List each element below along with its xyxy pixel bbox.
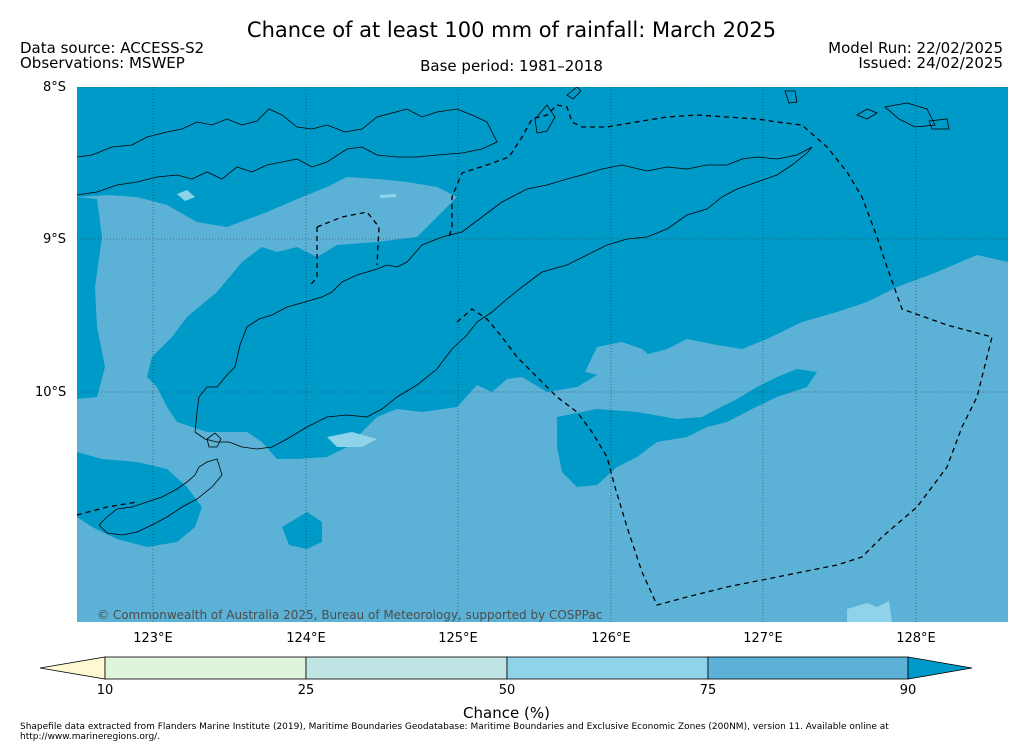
colorbar-below-10 [39,656,106,680]
zone-90-west-strip [77,197,105,399]
lon-label-124e: 124°E [286,631,326,646]
lat-label-9s: 9°S [43,232,67,247]
map-title: Chance of at least 100 mm of rainfall: M… [246,18,777,42]
lat-label-10s: 10°S [35,385,67,400]
lon-label-125e: 125°E [438,631,478,646]
zone-90-east-lobe [557,369,817,487]
coast-islet-1 [784,90,798,104]
lat-label-8s: 8°S [43,80,67,95]
footnote: Shapefile data extracted from Flanders M… [20,722,889,742]
coastlines [77,87,950,536]
coast-timor [194,146,813,450]
lon-label-127e: 127°E [743,631,783,646]
colorbar-10-25 [104,656,307,680]
eez-oecusse-west [308,227,318,288]
eez-boundaries [77,104,993,606]
coast-wetar-flores [77,108,498,196]
zone-50-75-patch-2 [177,190,195,201]
eez-southwest [77,501,138,516]
colorbar-75-90 [707,656,909,680]
colorbar-label: Chance (%) [463,704,550,722]
colorbar-tick-25: 25 [297,683,315,698]
lon-label-123e: 123°E [133,631,173,646]
colorbar-tick-75: 75 [699,683,717,698]
colorbar-25-50 [305,656,508,680]
eez-timor-leste [448,104,993,606]
zone-90-east-finger [585,342,677,377]
graticule [77,87,1008,622]
coast-islet-4 [928,118,950,130]
zone-90-southwest [77,452,202,547]
zone-90-south-patch [282,512,322,549]
lon-label-126e: 126°E [591,631,631,646]
colorbar [39,656,973,680]
zone-50-75-patch-3 [847,601,892,622]
colorbar-tick-10: 10 [96,683,114,698]
zone-90-north [77,87,1008,459]
coast-islet-2 [856,108,878,120]
base-period-label: Base period: 1981–2018 [420,57,603,75]
eez-oecusse [316,211,380,266]
lon-label-128e: 128°E [896,631,936,646]
coast-islet-6 [566,87,582,100]
zone-50-75-patch-1 [327,432,377,447]
colorbar-tick-90: 90 [899,683,917,698]
coast-sumba-rote [98,458,223,536]
rainfall-probability-map [77,87,1008,622]
data-source-label: Data source: ACCESS-S2 [20,39,205,57]
coast-islet-7 [206,432,222,448]
coast-islet-5 [534,104,556,134]
issued-label: Issued: 24/02/2025 [858,54,1003,72]
colorbar-above-90 [907,656,973,680]
zone-50-75-patch-4 [379,194,397,198]
model-run-label: Model Run: 22/02/2025 [828,39,1003,57]
colorbar-tick-50: 50 [498,683,516,698]
observations-label: Observations: MSWEP [20,54,185,72]
colorbar-50-75 [506,656,709,680]
coast-islet-3 [884,102,936,128]
copyright-notice: © Commonwealth of Australia 2025, Bureau… [97,608,603,622]
